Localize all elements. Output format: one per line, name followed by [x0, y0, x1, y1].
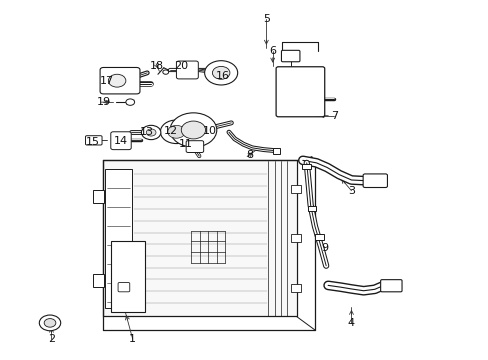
Circle shape	[141, 125, 161, 140]
Text: 13: 13	[140, 127, 154, 138]
Circle shape	[204, 61, 237, 85]
Text: 11: 11	[179, 139, 193, 149]
Bar	[111, 241, 144, 312]
Bar	[93, 274, 104, 287]
Circle shape	[167, 125, 185, 138]
Circle shape	[163, 70, 168, 74]
Circle shape	[44, 319, 56, 327]
Circle shape	[146, 129, 156, 136]
Bar	[302, 163, 310, 169]
Text: 9: 9	[321, 243, 327, 253]
Text: 20: 20	[174, 61, 188, 71]
FancyBboxPatch shape	[281, 50, 299, 62]
Bar	[307, 206, 316, 211]
FancyBboxPatch shape	[176, 61, 198, 79]
Circle shape	[170, 113, 216, 147]
Bar	[314, 234, 323, 240]
Text: 8: 8	[245, 150, 252, 160]
FancyBboxPatch shape	[100, 67, 140, 94]
Text: 2: 2	[48, 334, 55, 344]
FancyBboxPatch shape	[186, 141, 203, 153]
Bar	[105, 169, 132, 307]
Bar	[290, 284, 301, 292]
Text: 10: 10	[202, 126, 216, 136]
Circle shape	[160, 120, 192, 144]
Circle shape	[39, 315, 61, 331]
Text: 19: 19	[96, 97, 110, 107]
FancyBboxPatch shape	[363, 174, 386, 188]
Circle shape	[181, 121, 205, 139]
Text: 3: 3	[347, 186, 354, 196]
Text: 16: 16	[215, 71, 229, 81]
FancyBboxPatch shape	[118, 283, 129, 292]
FancyBboxPatch shape	[380, 280, 401, 292]
Text: 7: 7	[330, 111, 337, 121]
Circle shape	[125, 99, 134, 105]
FancyBboxPatch shape	[85, 136, 102, 145]
Text: 12: 12	[163, 126, 177, 136]
Text: 1: 1	[129, 334, 136, 344]
Bar	[104, 161, 295, 316]
Text: 17: 17	[100, 76, 114, 86]
FancyBboxPatch shape	[111, 132, 131, 150]
Bar	[272, 148, 280, 154]
Bar	[290, 234, 301, 242]
FancyBboxPatch shape	[276, 67, 324, 117]
Text: 18: 18	[150, 61, 163, 71]
Text: 4: 4	[347, 318, 354, 328]
Text: 5: 5	[263, 14, 269, 24]
Bar	[93, 190, 104, 203]
Circle shape	[108, 74, 125, 87]
Circle shape	[212, 66, 229, 79]
Text: 14: 14	[113, 136, 127, 147]
Text: 6: 6	[269, 46, 276, 57]
Bar	[290, 185, 301, 193]
Text: 15: 15	[85, 137, 100, 147]
